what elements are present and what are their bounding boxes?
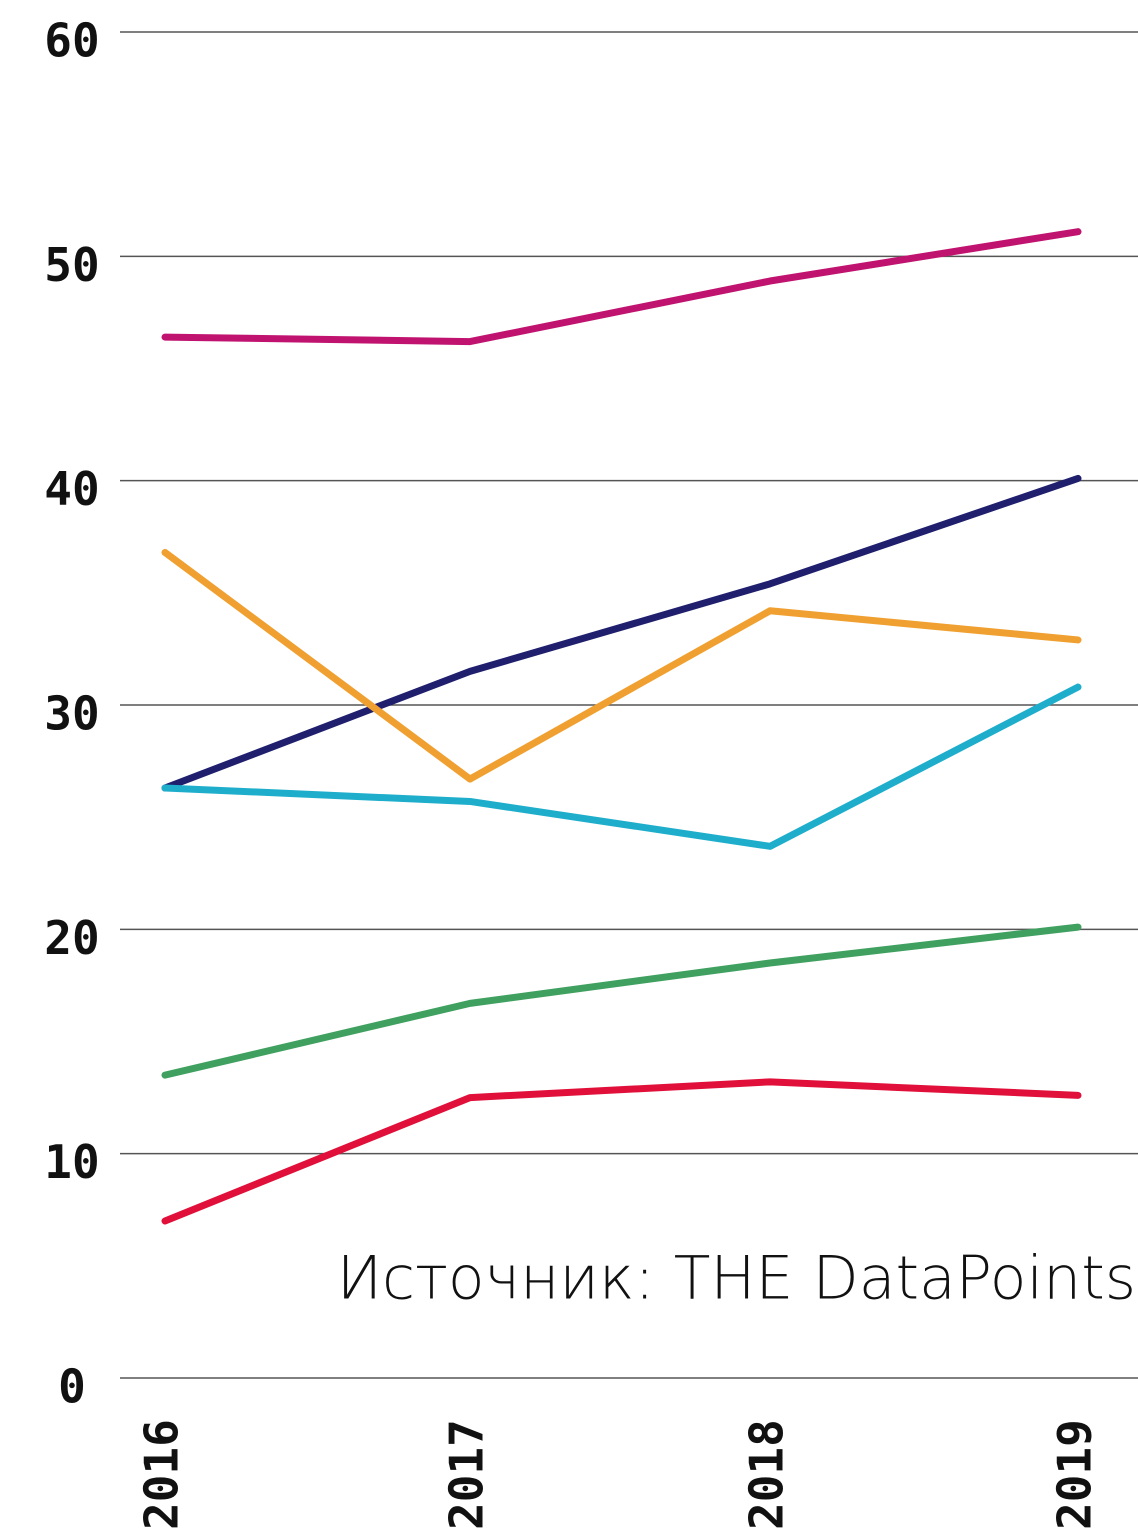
y-tick-label: 60 xyxy=(44,14,99,68)
series-line xyxy=(161,474,1082,792)
y-tick-label: 50 xyxy=(44,238,99,292)
source-note: Источник: THE DataPoints xyxy=(337,1244,1136,1314)
series-line xyxy=(161,923,1082,1079)
x-tick-label: 2018 xyxy=(740,1419,794,1530)
y-tick-label: 30 xyxy=(44,687,99,741)
series-line xyxy=(161,683,1082,850)
y-tick-label: 20 xyxy=(44,911,99,965)
y-tick-label: 10 xyxy=(44,1135,99,1189)
x-tick-label: 2016 xyxy=(135,1419,189,1530)
series-line xyxy=(161,1078,1082,1225)
x-tick-label: 2017 xyxy=(440,1419,494,1530)
series-line xyxy=(161,228,1082,346)
x-tick-label: 2019 xyxy=(1048,1419,1102,1530)
series-line xyxy=(161,548,1082,783)
y-tick-label: 0 xyxy=(58,1360,86,1414)
y-tick-label: 40 xyxy=(44,462,99,516)
